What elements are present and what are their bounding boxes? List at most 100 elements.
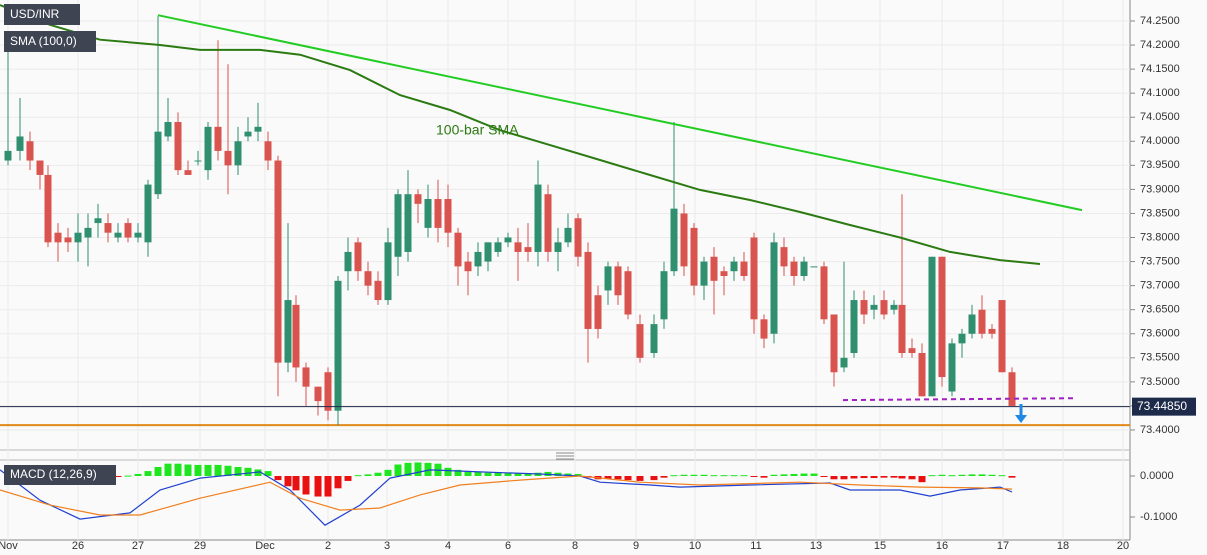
histogram-bar — [614, 476, 622, 480]
histogram-bar — [524, 473, 532, 477]
x-tick-label: 16 — [936, 540, 948, 552]
candle-body — [292, 304, 300, 368]
histogram-bar — [750, 476, 758, 478]
candle-body — [124, 223, 132, 238]
histogram-bar — [144, 471, 152, 477]
candle-body — [244, 131, 252, 137]
histogram-bar — [204, 464, 212, 477]
x-tick-label: 20 — [1117, 540, 1129, 552]
candle-body — [810, 266, 818, 268]
y-tick-label: 73.8000 — [1140, 231, 1180, 243]
histogram-bar — [444, 467, 452, 477]
resize-handle[interactable] — [556, 452, 574, 460]
candle-body — [594, 295, 602, 329]
candle-body — [344, 251, 352, 272]
y-tick-label: 73.5500 — [1140, 352, 1180, 364]
x-tick-label: 29 — [194, 540, 206, 552]
candle-body — [820, 266, 828, 320]
candle-body — [614, 266, 622, 296]
macd-legend: MACD (12,26,9) — [10, 467, 97, 481]
candle-body — [144, 184, 152, 243]
y-tick-label: 73.7000 — [1140, 280, 1180, 292]
candle-body — [700, 261, 708, 286]
histogram-bar — [948, 475, 956, 477]
candle-body — [898, 304, 906, 353]
histogram-bar — [670, 475, 678, 477]
histogram-bar — [344, 476, 352, 481]
down-arrow — [1015, 404, 1027, 423]
candle-body — [334, 280, 342, 411]
candle-body — [624, 271, 632, 315]
histogram-bar — [810, 473, 818, 477]
candle-body — [890, 304, 898, 310]
candle-body — [840, 357, 848, 368]
candle-body — [710, 256, 718, 281]
histogram-bar — [660, 476, 668, 478]
candle-body — [720, 271, 728, 277]
candle-body — [680, 213, 688, 267]
last-price-label: 73.44850 — [1137, 399, 1187, 413]
candle-body — [636, 324, 644, 358]
histogram-bar — [780, 474, 788, 477]
y-tick-label: 73.9000 — [1140, 183, 1180, 195]
histogram-bar — [800, 473, 808, 477]
candle-body — [464, 261, 472, 272]
x-tick-label: 18 — [1057, 540, 1069, 552]
candle-body — [830, 314, 838, 373]
x-tick-label: 11 — [750, 540, 761, 552]
candle-body — [880, 300, 888, 315]
candle-body — [44, 174, 52, 243]
histogram-bar — [484, 472, 492, 477]
candle-body — [184, 170, 192, 175]
histogram-bar — [174, 463, 182, 477]
candle-body — [908, 348, 916, 353]
candle-body — [444, 199, 452, 233]
histogram-bar — [604, 476, 612, 479]
candle-body — [364, 271, 372, 286]
y-tick-label: 73.9500 — [1140, 159, 1180, 171]
histogram-bar — [244, 467, 252, 477]
histogram-bar — [636, 476, 644, 481]
x-tick-label: 2 — [325, 540, 331, 552]
x-tick-label: 10 — [689, 540, 701, 552]
histogram-bar — [880, 476, 888, 478]
x-tick-label: 8 — [572, 540, 578, 552]
candle-body — [504, 237, 512, 243]
candle-body — [302, 367, 310, 387]
histogram-bar — [850, 476, 858, 479]
histogram-bar — [254, 469, 262, 477]
candle-body — [64, 237, 72, 243]
candle-body — [254, 126, 262, 132]
candle-body — [104, 223, 112, 233]
histogram-bar — [292, 476, 300, 491]
symbol-box — [4, 4, 80, 25]
histogram-bar — [574, 473, 582, 477]
x-tick-label: 26 — [72, 540, 84, 552]
histogram-bar — [650, 476, 658, 481]
histogram-bar — [898, 476, 906, 479]
candle-body — [354, 242, 362, 272]
histogram-bar — [740, 475, 748, 477]
candle-body — [384, 242, 392, 301]
y-tick-label: 74.0000 — [1140, 135, 1180, 147]
candle-body — [918, 352, 926, 397]
candle-body — [474, 251, 482, 267]
histogram-bar — [988, 474, 996, 477]
labels: USD/INR SMA (100,0) MACD (12,26,9) 100-b… — [0, 4, 1196, 552]
candle-body — [554, 242, 562, 252]
candle-body — [790, 261, 798, 277]
candle-body — [770, 242, 778, 334]
candle-body — [194, 160, 202, 162]
histogram-bar — [414, 462, 422, 477]
candle-body — [284, 300, 292, 363]
histogram-bar — [830, 476, 838, 480]
candle-body — [564, 227, 572, 243]
candle-body — [16, 136, 24, 151]
histogram-bar — [978, 474, 986, 477]
candle-body — [988, 328, 996, 334]
price-panel — [0, 0, 1130, 450]
candle-body — [214, 126, 222, 151]
macd-box — [4, 465, 116, 485]
candle-body — [968, 314, 976, 334]
